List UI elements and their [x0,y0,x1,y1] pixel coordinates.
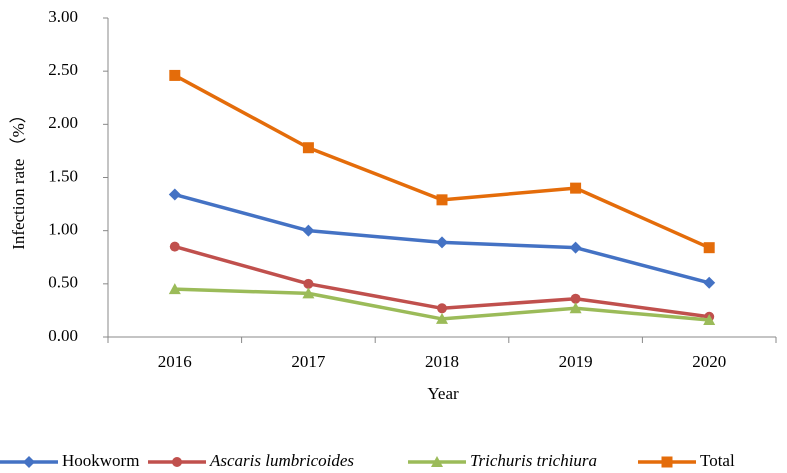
marker [570,293,581,304]
marker [569,241,582,254]
x-tick-label: 2016 [158,352,192,371]
x-tick-label: 2020 [692,352,726,371]
marker [436,194,448,206]
x-tick-label: 2018 [425,352,459,371]
marker [436,312,448,324]
y-tick-label: 0.00 [48,326,78,345]
marker [302,224,315,237]
marker [169,69,181,81]
x-tick-label: 2019 [559,352,593,371]
series-line [173,73,710,250]
y-tick-label: 3.00 [48,7,78,26]
marker [302,142,314,154]
marker [570,182,582,194]
legend-label: Total [700,451,735,470]
marker [569,302,582,314]
y-axis-label: Infection rate （%） [9,106,28,250]
marker [303,278,314,289]
marker [703,313,716,325]
y-tick-label: 2.00 [48,113,78,132]
marker [302,287,315,299]
marker [436,236,448,249]
marker [172,457,182,467]
x-tick-label: 2017 [291,352,326,371]
y-tick-label: 0.50 [48,273,78,292]
marker [703,242,715,254]
legend-label: Trichuris trichiura [470,451,597,470]
marker [168,188,181,201]
marker [168,283,181,295]
marker [23,456,35,468]
marker [431,456,443,467]
y-tick-label: 1.00 [48,220,78,239]
legend-label: Hookworm [62,451,139,470]
marker [703,276,716,289]
x-axis-label: Year [427,384,459,403]
marker [661,456,673,468]
y-tick-label: 2.50 [48,60,78,79]
legend-label: Ascaris lumbricoides [209,451,354,470]
marker [169,241,180,252]
marker [437,303,447,314]
y-tick-label: 1.50 [48,166,78,185]
